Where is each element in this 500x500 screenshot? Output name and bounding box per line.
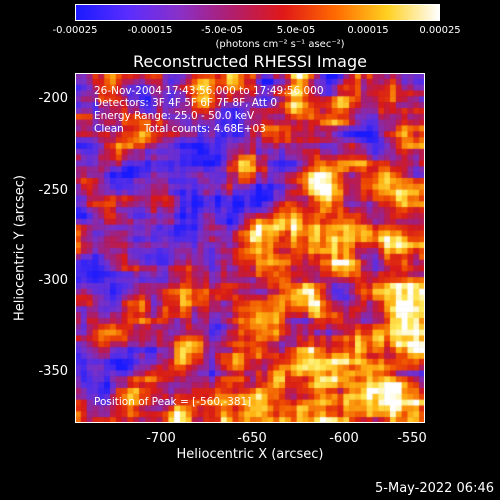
colorbar-tick: 0.00025: [419, 25, 461, 36]
x-tick-label: -600: [329, 431, 359, 446]
colorbar-tick: 5.0e-05: [276, 25, 316, 36]
plot-title: Reconstructed RHESSI Image: [133, 52, 367, 71]
colorbar-tick: -5.0e-05: [201, 25, 243, 36]
x-tick-label: -700: [146, 431, 176, 446]
info-time-range: 26-Nov-2004 17:43:56.000 to 17:49:56.000: [94, 85, 324, 97]
y-tick-label: -200: [38, 91, 68, 106]
x-tick-label: -550: [397, 431, 427, 446]
info-peak-position: Position of Peak = [-560,-381]: [94, 396, 252, 408]
x-axis-label: Heliocentric X (arcsec): [176, 447, 324, 462]
plot-frame: [75, 73, 425, 423]
footer-date: 5-May-2022 06:46: [375, 481, 494, 496]
colorbar-unit: (photons cm⁻² s⁻¹ asec⁻²): [215, 39, 345, 50]
y-tick-label: -250: [38, 183, 68, 198]
y-tick-label: -350: [38, 364, 68, 379]
y-tick-label: -300: [38, 273, 68, 288]
y-axis-label: Heliocentric Y (arcsec): [12, 175, 28, 321]
info-total-counts: Clean Total counts: 4.68E+03: [94, 123, 266, 135]
colorbar-tick: -0.00015: [127, 25, 173, 36]
x-tick-label: -650: [237, 431, 267, 446]
colorbar-tick: 0.00015: [347, 25, 389, 36]
colorbar-tick: -0.00025: [52, 25, 98, 36]
info-energy-range: Energy Range: 25.0 - 50.0 keV: [94, 110, 255, 122]
heatmap-image: [75, 73, 425, 423]
info-detectors: Detectors: 3F 4F 5F 6F 7F 8F, Att 0: [94, 97, 278, 109]
colorbar: [75, 4, 440, 21]
